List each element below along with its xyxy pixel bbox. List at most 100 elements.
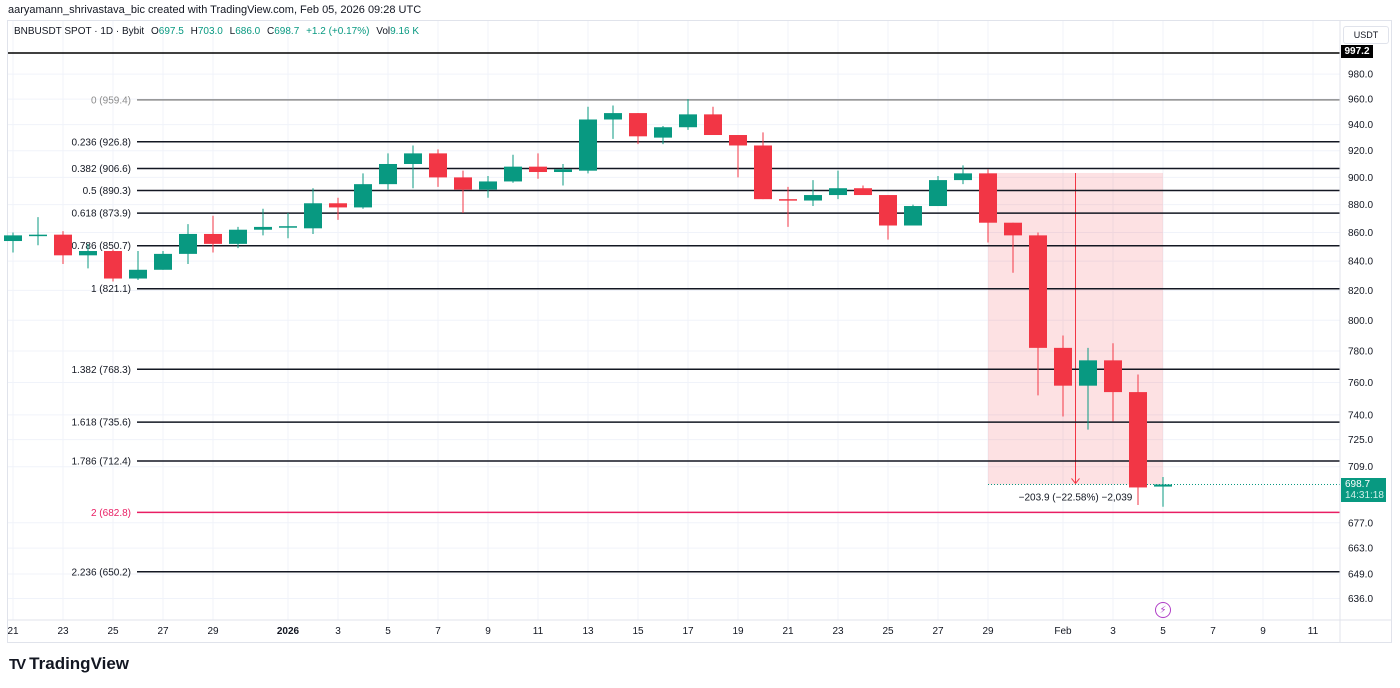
time-tick-label: Feb: [1054, 626, 1072, 637]
candle: [1129, 374, 1147, 505]
candle-body: [279, 226, 297, 228]
candle: [254, 208, 272, 236]
chart-credit: aaryamann_shrivastava_bic created with T…: [8, 4, 422, 16]
time-tick-label: 7: [435, 626, 441, 637]
price-tick-label: 709.0: [1348, 462, 1373, 473]
price-tick-label: 636.0: [1348, 594, 1373, 605]
time-tick-label: 29: [982, 626, 994, 637]
symbol-legend: BNBUSDT SPOT · 1D · Bybit O697.5 H703.0 …: [14, 26, 423, 37]
time-tick-label: 11: [1308, 626, 1319, 637]
candle: [704, 106, 722, 136]
fib-level-label: 1 (821.1): [91, 284, 131, 295]
candle: [1004, 222, 1022, 273]
candle-body: [704, 114, 722, 136]
tradingview-logo-icon: TV: [9, 655, 26, 673]
brand-name: TradingView: [29, 654, 129, 673]
volume-label: Vol: [376, 26, 391, 37]
low-label: L: [229, 26, 236, 37]
fib-level-label: 1.618 (735.6): [72, 418, 132, 429]
lightning-icon[interactable]: ⚡: [1155, 602, 1171, 618]
candle: [1104, 343, 1122, 422]
candle: [779, 186, 797, 227]
candle-body: [1054, 347, 1072, 386]
time-tick-label: 5: [1160, 626, 1166, 637]
price-tick-label: 920.0: [1348, 146, 1373, 157]
candle-body: [1104, 360, 1122, 393]
horizontal-line-price-tag: 997.2: [1341, 45, 1373, 58]
candle: [154, 251, 172, 270]
candles: [4, 99, 1172, 507]
candle-body: [579, 119, 597, 171]
candle: [754, 132, 772, 200]
time-tick-label: 7: [1210, 626, 1216, 637]
time-tick-label: 21: [782, 626, 794, 637]
candle: [1079, 347, 1097, 430]
price-tick-label: 760.0: [1348, 378, 1373, 389]
time-tick-label: 29: [207, 626, 219, 637]
candle: [729, 135, 747, 178]
time-tick-label: 25: [107, 626, 119, 637]
tradingview-logo[interactable]: TV TradingView: [9, 654, 129, 674]
candle: [1029, 232, 1047, 396]
time-tick-label: 3: [1110, 626, 1116, 637]
candle-body: [529, 166, 547, 173]
candle-body: [129, 269, 147, 279]
fib-level-label: 2.236 (650.2): [72, 567, 132, 578]
candle: [79, 243, 97, 269]
candle: [629, 113, 647, 145]
fib-level-label: 0.5 (890.3): [83, 186, 131, 197]
candle-body: [179, 233, 197, 254]
candle: [854, 185, 872, 196]
fib-level-label: 0.382 (906.6): [72, 164, 132, 175]
time-tick-label: 3: [335, 626, 341, 637]
candle-body: [304, 203, 322, 229]
price-tick-label: 820.0: [1348, 286, 1373, 297]
candle-body: [379, 163, 397, 185]
candle-body: [954, 173, 972, 181]
candle-body: [1129, 392, 1147, 488]
candle-body: [604, 113, 622, 120]
time-tick-label: 27: [932, 626, 944, 637]
price-tick-label: 880.0: [1348, 200, 1373, 211]
measure-label: −203.9 (−22.58%) −2,039: [1019, 492, 1133, 503]
candle: [654, 125, 672, 145]
measure-arrow-head-icon: [1071, 478, 1080, 485]
candle-body: [804, 195, 822, 201]
candle: [404, 145, 422, 189]
candle: [54, 231, 72, 264]
symbol-name[interactable]: BNBUSDT SPOT · 1D · Bybit: [14, 26, 145, 37]
candle: [329, 197, 347, 220]
candle: [129, 251, 147, 281]
candle-body: [1029, 235, 1047, 348]
candle: [879, 195, 897, 240]
candle: [529, 153, 547, 179]
last-price: 698.7: [1345, 479, 1371, 490]
currency-button[interactable]: USDT: [1343, 26, 1389, 44]
candle-body: [554, 169, 572, 173]
candle: [829, 170, 847, 200]
candle: [504, 154, 522, 183]
time-tick-label: 11: [533, 626, 544, 637]
candle-body: [29, 234, 47, 237]
time-tick-label: 23: [832, 626, 844, 637]
candle-body: [504, 166, 522, 182]
candle-body: [1004, 222, 1022, 236]
candle-body: [429, 153, 447, 178]
time-tick-label: 9: [485, 626, 491, 637]
low-value: 686.0: [235, 26, 261, 37]
candle: [904, 204, 922, 226]
candle: [1154, 477, 1172, 507]
candle: [554, 163, 572, 186]
candle: [804, 180, 822, 207]
candle-body: [354, 184, 372, 208]
candle: [604, 105, 622, 139]
price-axis: 980.0 960.0 940.0 920.0 900.0 880.0 860.0 840.0…: [1339, 21, 1373, 642]
candle: [229, 226, 247, 249]
price-tick-label: 800.0: [1348, 316, 1373, 327]
time-tick-label: 21: [7, 626, 19, 637]
candle-body: [454, 177, 472, 190]
candle: [379, 153, 397, 190]
open-value: 697.5: [158, 26, 184, 37]
candle: [354, 173, 372, 209]
